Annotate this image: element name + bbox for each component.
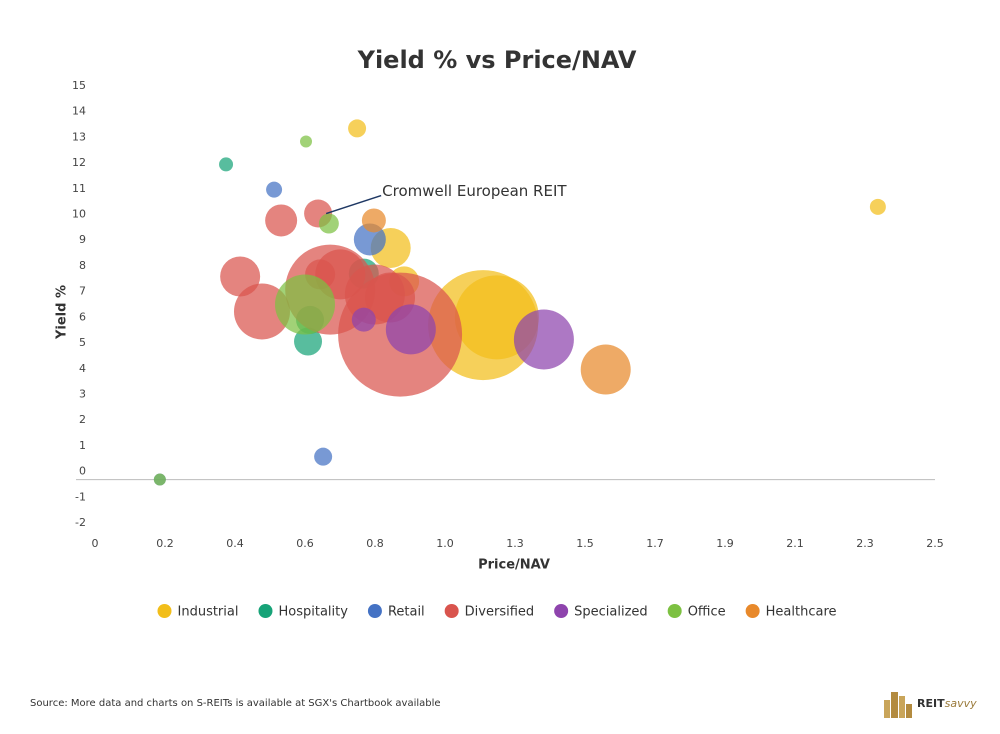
bubble [361, 208, 386, 233]
legend-swatch [745, 604, 760, 618]
x-tick-label: 1.9 [716, 537, 734, 550]
x-axis-label: Price/NAV [478, 558, 550, 573]
y-tick-label: 10 [72, 208, 86, 221]
bubble [266, 181, 283, 198]
bubble [351, 307, 376, 332]
legend-swatch [554, 604, 569, 618]
y-tick-label: 15 [72, 79, 86, 92]
legend-swatch [367, 604, 382, 618]
legend-label: Retail [388, 605, 425, 620]
brand-logo: REITsavvy [884, 692, 977, 718]
x-tick-label: 2.1 [786, 537, 804, 550]
bubble [300, 135, 313, 148]
x-tick-label: 1.7 [646, 537, 664, 550]
legend-item: Diversified [444, 604, 534, 620]
bubble [294, 327, 323, 356]
legend-item: Industrial [157, 604, 239, 620]
y-tick-label: 1 [79, 439, 86, 452]
x-tick-label: 0.6 [296, 537, 314, 550]
x-tick-label: 2.3 [856, 537, 874, 550]
legend-label: Industrial [178, 605, 239, 620]
legend-label: Specialized [574, 605, 648, 620]
bubble [265, 204, 298, 237]
y-tick-label: 11 [72, 182, 86, 195]
y-tick-label: 0 [79, 465, 86, 478]
y-tick-label: 14 [72, 105, 86, 118]
legend-item: Healthcare [745, 604, 837, 620]
legend-label: Healthcare [766, 605, 837, 620]
x-tick-label: 0.2 [156, 537, 174, 550]
chart-title: Yield % vs Price/NAV [357, 46, 637, 74]
y-tick-label: 13 [72, 130, 86, 143]
y-tick-label: 6 [79, 310, 86, 323]
bubble [513, 309, 574, 370]
y-tick-label: -1 [75, 490, 86, 503]
x-tick-label: 0.8 [366, 537, 384, 550]
bubble [219, 157, 234, 172]
legend-item: Retail [367, 604, 425, 620]
x-tick-label: 0.4 [226, 537, 244, 550]
legend-swatch [444, 604, 459, 618]
y-tick-label: 2 [79, 413, 86, 426]
y-tick-label: 12 [72, 156, 86, 169]
x-tick-label: 1.0 [436, 537, 454, 550]
y-tick-label: 9 [79, 233, 86, 246]
y-tick-label: -2 [75, 516, 86, 529]
bubble [275, 274, 335, 335]
bubble [153, 473, 166, 486]
bubble [385, 304, 436, 355]
legend-swatch [157, 604, 172, 618]
x-tick-label: 1.3 [506, 537, 524, 550]
legend-swatch [667, 604, 682, 618]
bubble [869, 198, 886, 215]
bubble [348, 119, 367, 138]
legend-label: Hospitality [278, 605, 348, 620]
brand-bold: REIT [917, 697, 945, 710]
bubble [314, 447, 333, 466]
x-tick-label: 1.5 [576, 537, 594, 550]
y-tick-label: 3 [79, 387, 86, 400]
y-axis-label: Yield % [55, 285, 70, 340]
brand-light: savvy [945, 697, 977, 710]
y-tick-label: 4 [79, 362, 86, 375]
brand-text: REITsavvy [917, 697, 977, 710]
legend-item: Hospitality [258, 604, 348, 620]
x-tick-label: 0 [92, 537, 99, 550]
bubble [580, 344, 631, 395]
legend: Industrial Hospitality Retail Diversified Sp… [157, 604, 837, 620]
annotation-leader [325, 194, 382, 215]
legend-label: Office [688, 605, 726, 620]
x-tick-label: 2.5 [926, 537, 944, 550]
source-note: Source: More data and charts on S-REITs … [30, 698, 441, 709]
legend-item: Office [667, 604, 726, 620]
y-tick-label: 5 [79, 336, 86, 349]
legend-swatch [258, 604, 273, 618]
annotation-text: Cromwell European REIT [382, 182, 567, 200]
legend-label: Diversified [465, 605, 534, 620]
bubble [318, 213, 339, 234]
y-tick-label: 8 [79, 259, 86, 272]
y-tick-label: 7 [79, 285, 86, 298]
legend-item: Specialized [554, 604, 648, 620]
